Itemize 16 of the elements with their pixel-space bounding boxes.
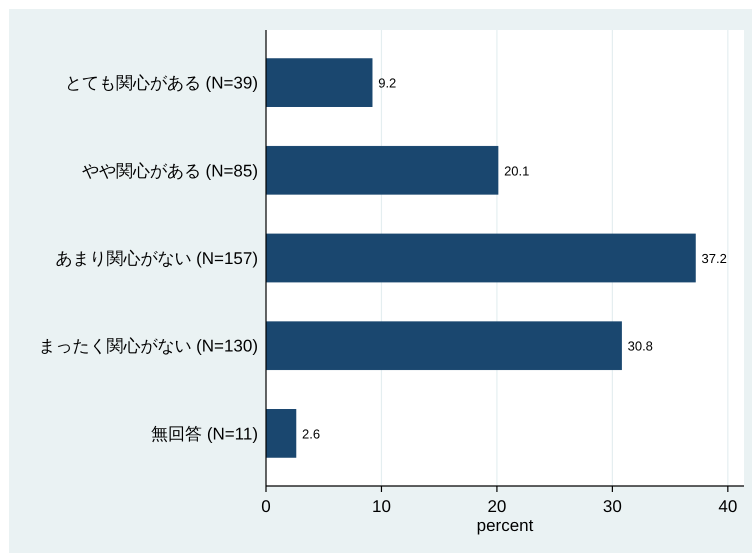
x-tick-label: 40 xyxy=(718,497,738,516)
y-tick-label: やや関心がある (N=85) xyxy=(82,161,258,180)
data-label: 37.2 xyxy=(702,251,727,266)
y-tick-label: まったく関心がない (N=130) xyxy=(38,336,258,356)
x-axis-title: percent xyxy=(476,516,534,535)
x-tick-label: 10 xyxy=(372,497,391,516)
x-tick-label: 20 xyxy=(487,497,506,516)
y-tick-label: あまり関心がない (N=157) xyxy=(55,249,258,268)
data-label: 9.2 xyxy=(378,76,396,91)
y-tick-label: とても関心がある (N=39) xyxy=(64,74,258,93)
data-label: 20.1 xyxy=(504,163,530,178)
data-label: 2.6 xyxy=(302,426,320,442)
x-tick-label: 0 xyxy=(261,497,271,516)
y-tick-label: 無回答 (N=11) xyxy=(151,424,258,444)
data-label: 30.8 xyxy=(628,338,653,354)
x-tick-label: 30 xyxy=(602,497,622,516)
